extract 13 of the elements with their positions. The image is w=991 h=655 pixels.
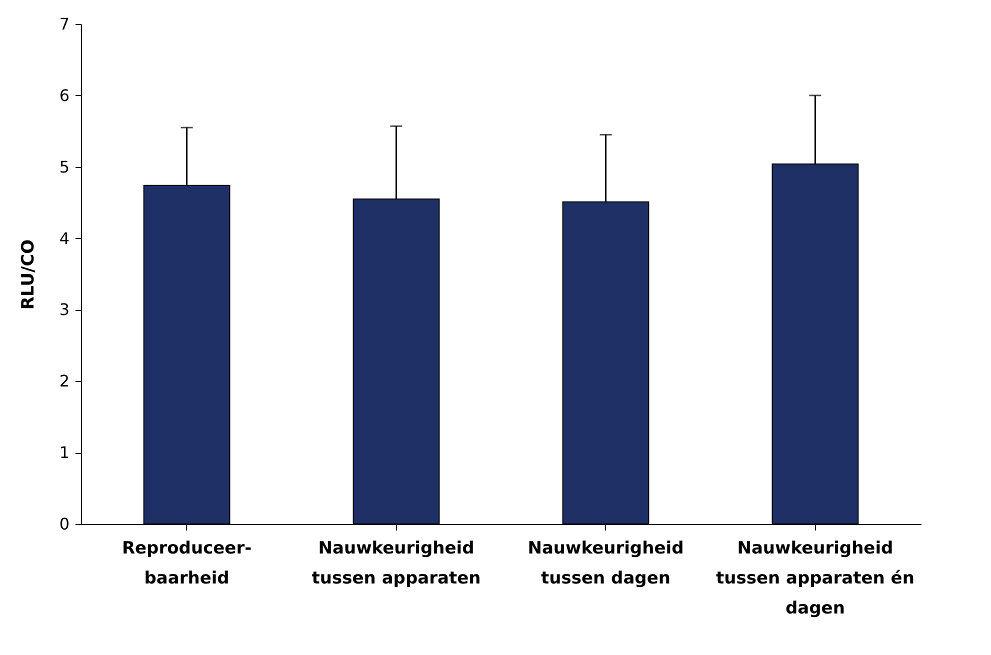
y-tick-label: 4 [59, 228, 70, 248]
y-tick-label: 0 [59, 514, 70, 534]
x-tick-label: Nauwkeurigheid tussen apparaten [312, 538, 481, 588]
y-tick-label: 3 [59, 300, 70, 320]
x-tick-label: Nauwkeurigheid tussen dagen [528, 538, 684, 588]
y-tick-label: 6 [59, 86, 70, 105]
y-tick-label: 7 [59, 14, 70, 34]
y-tick-label: 5 [59, 157, 70, 176]
x-tick-label: Nauwkeurigheid tussen apparaten én dagen [716, 538, 914, 618]
x-tick-label: Reproduceer- baarheid [122, 538, 252, 588]
y-tick-label: 2 [59, 372, 70, 391]
y-tick-label: 1 [59, 443, 70, 462]
y-axis-title: RLU/CO [18, 239, 38, 310]
